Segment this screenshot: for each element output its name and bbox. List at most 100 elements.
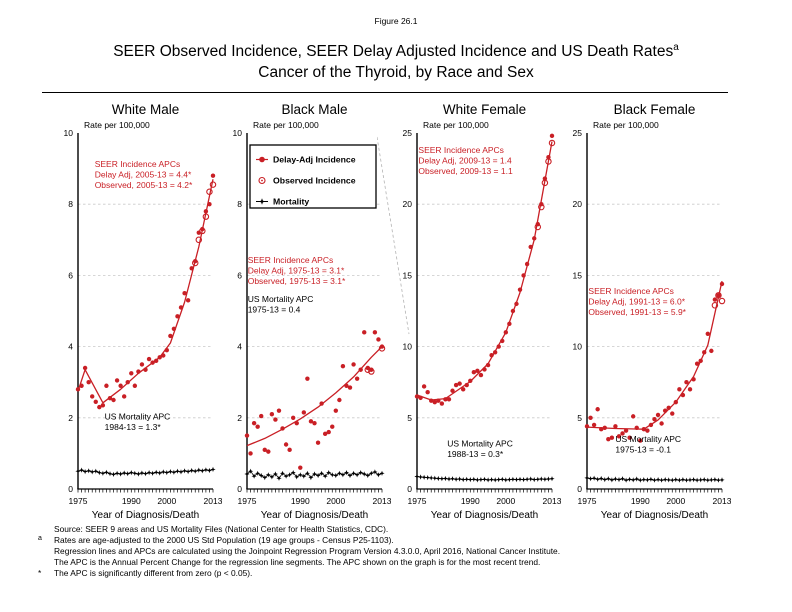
- data-point: [146, 470, 152, 476]
- trend-line: [77, 179, 214, 404]
- y-tick-label: 2: [237, 413, 242, 423]
- data-point: [460, 477, 466, 483]
- data-point: [591, 475, 597, 481]
- x-axis-label: Year of Diagnosis/Death: [601, 510, 708, 521]
- data-point: [702, 350, 707, 355]
- data-point: [701, 477, 707, 483]
- x-tick-label: 1975: [408, 496, 427, 506]
- data-point: [372, 469, 378, 475]
- data-point: [185, 469, 191, 475]
- data-point: [93, 399, 98, 404]
- data-point: [478, 477, 484, 483]
- x-tick-label: 1990: [461, 496, 480, 506]
- data-point: [471, 476, 477, 482]
- data-point: [595, 476, 601, 482]
- footnote-marker: [38, 546, 54, 557]
- data-point: [206, 188, 213, 195]
- data-point: [329, 472, 335, 478]
- x-tick-label: 1990: [291, 496, 310, 506]
- data-point: [298, 465, 303, 470]
- data-point: [347, 385, 353, 390]
- axes: 0 2 4 6 8 10 1975 1990 2000 2013 Year of Diagnosis…: [64, 128, 222, 521]
- data-point: [485, 477, 491, 483]
- data-point: [305, 376, 310, 381]
- data-point: [182, 468, 188, 474]
- y-tick-label: 0: [577, 484, 582, 494]
- y-tick-label: 10: [233, 128, 243, 138]
- data-point: [453, 382, 459, 388]
- data-point: [641, 477, 647, 483]
- data-point: [513, 477, 520, 483]
- data-point: [297, 472, 303, 478]
- data-point: [475, 368, 480, 374]
- chart-white-female: White Female Rate per 100,000 0 5 10 15 20 25 19…: [377, 102, 561, 521]
- incidence-apc-annotation: SEER Incidence APCs: [588, 286, 674, 296]
- data-point: [645, 428, 650, 433]
- data-point: [436, 398, 441, 403]
- data-point: [153, 469, 159, 475]
- data-point: [273, 417, 278, 422]
- delay-adj-incidence-icon: [259, 156, 265, 163]
- incidence-apc-annotation: Delay Adj, 1991-13 = 6.0*: [588, 296, 685, 306]
- data-point: [333, 472, 339, 479]
- data-point: [365, 472, 371, 479]
- data-point: [129, 371, 134, 376]
- data-point: [376, 337, 381, 342]
- data-point: [287, 472, 293, 478]
- data-point: [210, 173, 216, 178]
- axes: 0 5 10 15 20 25 1975 1990 2000 2013 Year of Diagno…: [573, 128, 731, 521]
- data-point: [591, 422, 597, 428]
- data-point: [414, 394, 420, 399]
- figure-number: Figure 26.1: [374, 16, 418, 26]
- data-point: [118, 471, 124, 477]
- data-point: [485, 362, 491, 368]
- data-point: [669, 477, 675, 483]
- y-tick-label: 25: [403, 128, 413, 138]
- data-point: [683, 477, 690, 483]
- data-point: [276, 475, 282, 481]
- data-point: [118, 383, 123, 388]
- data-point: [174, 468, 181, 474]
- y-tick-label: 5: [577, 413, 582, 423]
- data-point: [677, 387, 682, 392]
- incidence-apc-annotation: SEER Incidence APCs: [95, 159, 181, 169]
- data-point: [442, 475, 448, 482]
- data-point: [150, 360, 155, 365]
- legend-box: [249, 144, 377, 209]
- data-point: [492, 350, 498, 355]
- data-point: [446, 476, 452, 482]
- data-point: [132, 383, 138, 388]
- data-point: [107, 471, 113, 477]
- data-point: [687, 387, 693, 392]
- data-point: [588, 476, 594, 482]
- x-tick-label: 2000: [496, 496, 515, 506]
- data-point: [418, 474, 424, 480]
- data-point: [662, 408, 668, 413]
- data-point: [178, 305, 184, 310]
- delay-adj-incidence-points: [414, 133, 555, 406]
- observed-incidence-points: [534, 139, 556, 231]
- data-point: [435, 475, 441, 482]
- data-point: [446, 397, 452, 402]
- data-point: [322, 431, 328, 437]
- data-point: [354, 472, 360, 478]
- data-point: [167, 469, 173, 475]
- data-point: [421, 384, 427, 389]
- footnote-row: Source: SEER 9 areas and US Mortality Fi…: [38, 524, 774, 535]
- data-point: [161, 353, 166, 358]
- data-point: [202, 213, 210, 220]
- y-tick-label: 4: [68, 342, 73, 352]
- data-point: [620, 431, 625, 436]
- y-axis-title: Rate per 100,000: [84, 120, 150, 130]
- data-point: [89, 469, 95, 475]
- data-point: [93, 468, 99, 474]
- observed-incidence-points: [364, 345, 386, 375]
- data-point: [623, 428, 629, 433]
- data-point: [199, 468, 205, 474]
- data-point: [538, 203, 545, 211]
- data-point: [546, 155, 551, 160]
- y-tick-label: 10: [573, 342, 583, 352]
- data-point: [372, 330, 378, 335]
- data-point: [132, 470, 138, 476]
